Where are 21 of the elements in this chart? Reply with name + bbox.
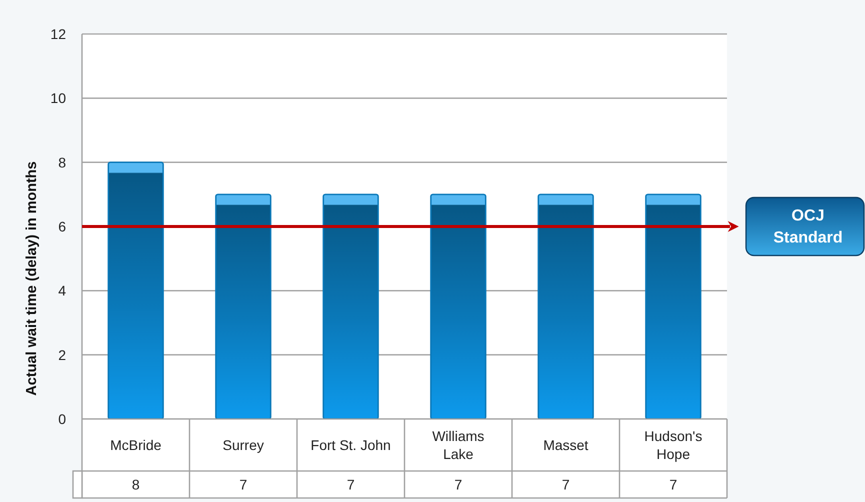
data-label: 7: [669, 476, 678, 492]
data-label: 7: [454, 476, 462, 492]
x-tick-label: Surrey: [222, 437, 264, 453]
y-tick-label: 2: [58, 346, 66, 363]
ref-line-label: OCJ Standard: [773, 207, 843, 246]
x-tick-label: Williams Lake: [432, 428, 484, 462]
x-tick-label: Masset: [543, 437, 588, 453]
y-tick-label: 10: [50, 90, 66, 106]
x-tick-label: Fort St. John: [310, 437, 391, 453]
x-tick-label: Hudson's Hope: [644, 428, 702, 462]
y-tick-label: 12: [50, 26, 66, 42]
data-label: 7: [562, 476, 570, 492]
y-tick-label: 8: [58, 154, 66, 170]
data-label: 7: [346, 476, 355, 492]
y-tick-label: 4: [58, 282, 66, 299]
y-axis-title: Actual wait time (delay) in months: [24, 161, 40, 396]
data-label: 7: [239, 476, 248, 492]
y-tick-label: 6: [58, 218, 66, 234]
data-label: 8: [132, 476, 140, 492]
y-tick-label: 0: [58, 411, 66, 427]
x-tick-label: McBride: [110, 437, 162, 453]
